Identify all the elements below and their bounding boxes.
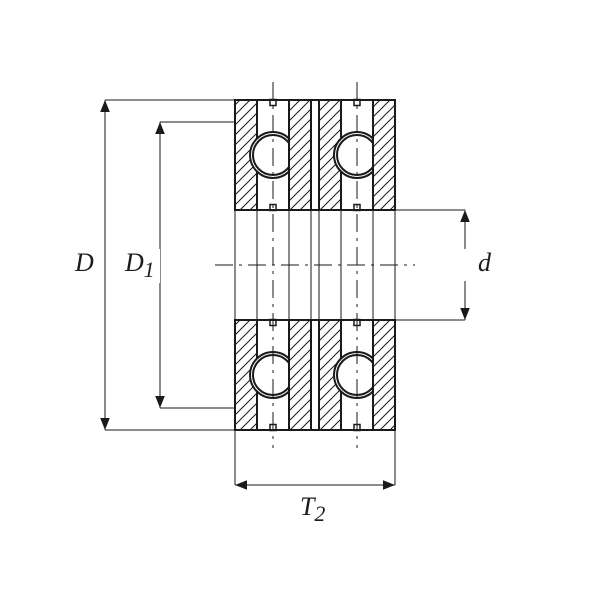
label-d: d [478, 248, 491, 278]
label-D: D [75, 248, 94, 278]
label-T2: T2 [300, 492, 325, 527]
bearing-diagram: D D1 d T2 [0, 0, 600, 600]
label-D1: D1 [125, 248, 155, 283]
